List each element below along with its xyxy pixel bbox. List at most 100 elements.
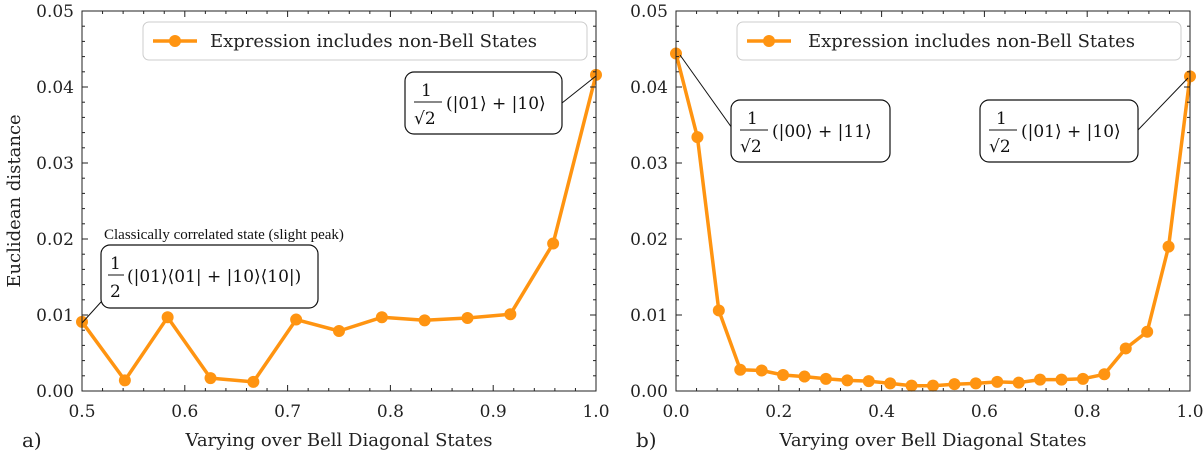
annotation-a-right-num: 1 <box>421 81 432 101</box>
data-point-b <box>1162 240 1175 253</box>
annotation-a-left-den: 2 <box>110 282 121 302</box>
annotation-b-right-num: 1 <box>996 109 1007 129</box>
x-tick-label-a: 0.8 <box>377 402 404 422</box>
annotation-b-right-den: √2 <box>989 137 1011 157</box>
data-point-b <box>798 370 811 383</box>
y-tick-label-b: 0.04 <box>630 78 668 98</box>
x-tick-label-a: 0.5 <box>68 402 95 422</box>
x-tick-label-a: 1.0 <box>582 402 609 422</box>
y-tick-label-b: 0.00 <box>630 382 668 402</box>
data-point-b <box>755 364 768 377</box>
x-tick-label-b: 0.4 <box>868 402 895 422</box>
data-point-b <box>777 369 790 382</box>
annotation-b-left-pointer <box>679 54 733 129</box>
data-point-b <box>991 375 1004 388</box>
y-tick-label-a: 0.03 <box>36 154 74 174</box>
data-point-a <box>333 324 345 337</box>
annotation-a-right-box <box>404 71 563 135</box>
legend-a-marker <box>169 35 181 47</box>
data-point-a <box>504 308 517 321</box>
annotation-b-right: 1 √2 (|01⟩ + |10⟩ <box>979 77 1189 163</box>
y-tick-label-b: 0.05 <box>630 2 668 22</box>
y-tick-label-a: 0.04 <box>36 78 74 98</box>
annotation-a-right: 1 √2 (|01⟩ + |10⟩ <box>404 71 597 135</box>
annotation-a-left-tail: (|01⟩⟨01| + |10⟩⟨10|) <box>127 267 301 287</box>
annotation-a-left: Classically correlated state (slight pea… <box>81 227 344 324</box>
data-point-a <box>418 314 431 327</box>
annotation-a-left-box <box>100 244 319 309</box>
data-point-a <box>461 312 474 325</box>
data-point-b <box>1098 368 1111 381</box>
annotation-a-right-tail: (|01⟩ + |10⟩ <box>446 94 546 114</box>
x-tick-label-b: 0.0 <box>662 402 689 422</box>
data-point-b <box>948 378 961 391</box>
legend-b-marker <box>763 35 775 47</box>
y-tick-label-a: 0.02 <box>36 230 74 250</box>
data-point-b <box>1076 372 1089 385</box>
x-axis-title-b: Varying over Bell Diagonal States <box>778 430 1086 451</box>
panel-label-a: a) <box>22 428 42 452</box>
annotation-b-right-tail: (|01⟩ + |10⟩ <box>1021 122 1121 142</box>
plot-frame-b <box>675 10 1191 392</box>
annotation-b-right-box <box>979 99 1139 163</box>
legend-a: Expression includes non-Bell States <box>142 21 588 61</box>
annotation-a-left-title: Classically correlated state (slight pea… <box>104 227 344 243</box>
x-tick-label-b: 0.2 <box>765 402 792 422</box>
data-point-b <box>734 363 747 376</box>
x-tick-label-b: 1.0 <box>1176 402 1203 422</box>
data-point-b <box>841 374 854 387</box>
y-tick-label-a: 0.00 <box>36 382 74 402</box>
annotation-a-right-den: √2 <box>414 109 436 129</box>
data-point-b <box>1055 373 1068 386</box>
annotation-b-left-tail: (|00⟩ + |11⟩ <box>772 122 872 142</box>
data-point-b <box>905 379 918 392</box>
annotation-a-left-pointer <box>81 301 102 324</box>
x-tick-label-b: 0.8 <box>1074 402 1101 422</box>
data-point-b <box>1012 376 1025 389</box>
legend-b-label: Expression includes non-Bell States <box>808 31 1135 52</box>
data-point-a <box>290 313 303 326</box>
panel-a: Expression includes non-Bell States 1 √2… <box>4 2 610 452</box>
data-point-b <box>819 372 832 385</box>
x-tick-label-a: 0.6 <box>171 402 198 422</box>
annotation-b-left-box <box>730 99 891 163</box>
data-point-a <box>247 375 260 388</box>
data-point-b <box>884 377 897 390</box>
legend-b: Expression includes non-Bell States <box>736 21 1182 61</box>
x-tick-label-a: 0.7 <box>274 402 301 422</box>
panel-label-b: b) <box>636 428 657 452</box>
legend-a-label: Expression includes non-Bell States <box>210 31 537 52</box>
data-point-b <box>1034 373 1047 386</box>
data-point-b <box>969 377 982 390</box>
x-tick-label-a: 0.9 <box>480 402 507 422</box>
annotation-b-left-num: 1 <box>747 109 758 129</box>
y-axis-title-a: Euclidean distance <box>4 114 25 287</box>
y-tick-label-a: 0.01 <box>36 306 74 326</box>
data-point-a <box>547 237 560 250</box>
plot-frame-a <box>81 10 597 392</box>
data-point-a <box>375 311 388 324</box>
annotation-a-left-num: 1 <box>110 254 121 274</box>
y-tick-label-b: 0.01 <box>630 306 668 326</box>
y-tick-label-a: 0.05 <box>36 2 74 22</box>
panel-b: Expression includes non-Bell States 1 √2… <box>630 2 1203 452</box>
x-axis-title-a: Varying over Bell Diagonal States <box>184 430 492 451</box>
data-point-b <box>691 131 704 144</box>
annotation-b-left-den: √2 <box>740 137 762 157</box>
data-point-a <box>204 372 217 385</box>
annotation-a-right-pointer <box>561 75 597 104</box>
data-point-a <box>118 374 131 387</box>
data-point-b <box>1141 325 1154 338</box>
data-point-b <box>862 375 875 388</box>
y-tick-label-b: 0.02 <box>630 230 668 250</box>
data-point-b <box>927 379 939 392</box>
legend-b-frame <box>736 21 1182 61</box>
data-point-b <box>1119 342 1132 355</box>
legend-a-frame <box>142 21 588 61</box>
x-tick-label-b: 0.6 <box>971 402 998 422</box>
data-point-a <box>161 311 174 324</box>
y-tick-label-b: 0.03 <box>630 154 668 174</box>
annotation-b-left: 1 √2 (|00⟩ + |11⟩ <box>679 54 891 163</box>
annotation-b-right-pointer <box>1137 77 1189 131</box>
